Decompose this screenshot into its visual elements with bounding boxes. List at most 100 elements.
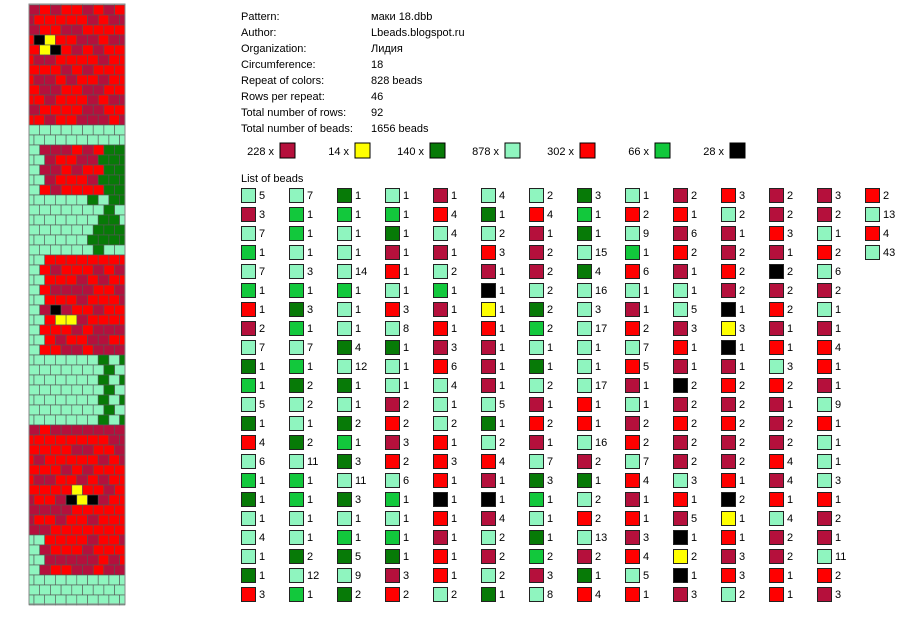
bead — [39, 584, 51, 596]
bead-count: 1 — [643, 380, 649, 392]
bead — [65, 134, 78, 146]
bead — [39, 544, 51, 556]
bead-count: 1 — [451, 551, 457, 563]
bead-swatch — [241, 549, 256, 564]
bead — [65, 214, 78, 226]
bead-count: 4 — [259, 437, 265, 449]
bead-count: 6 — [643, 266, 649, 278]
bead-count: 2 — [787, 304, 793, 316]
bead — [28, 394, 35, 406]
bead — [39, 44, 51, 56]
bead — [44, 474, 56, 486]
bead — [97, 514, 110, 526]
bead-swatch — [769, 226, 784, 241]
bead — [97, 414, 110, 426]
bead — [71, 344, 83, 356]
bead — [44, 354, 56, 366]
bead-swatch — [769, 188, 784, 203]
bead — [28, 94, 35, 106]
bead-count: 3 — [403, 437, 409, 449]
bead-count: 2 — [739, 494, 745, 506]
info-value: 92 — [371, 107, 383, 119]
bead — [76, 354, 88, 366]
bead-swatch — [241, 568, 256, 583]
bead — [71, 264, 83, 276]
info-label: Rows per repeat: — [241, 91, 325, 103]
bead — [55, 154, 67, 166]
bead — [92, 24, 105, 36]
bead-count: 1 — [403, 551, 409, 563]
bead-swatch — [385, 587, 400, 602]
bead — [55, 254, 67, 266]
bead-count: 2 — [499, 570, 505, 582]
bead-swatch — [433, 473, 448, 488]
bead — [103, 284, 115, 296]
bead — [28, 574, 35, 586]
bead-count: 1 — [403, 247, 409, 259]
info-label: Total number of rows: — [241, 107, 346, 119]
bead-swatch — [433, 568, 448, 583]
bead-count: 1 — [499, 285, 505, 297]
bead — [71, 164, 83, 176]
bead-swatch — [481, 359, 496, 374]
bead-count: 3 — [451, 342, 457, 354]
bead-count: 1 — [259, 380, 265, 392]
bead-swatch — [817, 207, 832, 222]
bead-count: 1 — [643, 190, 649, 202]
bead — [28, 184, 40, 196]
bead-swatch — [529, 283, 544, 298]
bead — [55, 14, 67, 26]
bead — [87, 274, 99, 286]
bead — [28, 164, 40, 176]
bead-swatch — [337, 397, 352, 412]
bead-swatch — [337, 511, 352, 526]
bead — [28, 214, 35, 226]
bead-count: 1 — [451, 247, 457, 259]
bead-count: 2 — [595, 494, 601, 506]
bead — [71, 124, 83, 136]
bead-count: 2 — [787, 532, 793, 544]
bead-swatch — [577, 264, 592, 279]
bead — [108, 54, 120, 66]
bead — [87, 354, 99, 366]
bead — [114, 444, 126, 456]
bead-swatch — [673, 188, 688, 203]
bead — [103, 244, 115, 256]
bead-swatch — [817, 435, 832, 450]
bead-swatch — [433, 378, 448, 393]
summary-count: 302 x — [547, 146, 574, 158]
bead-count: 2 — [547, 323, 553, 335]
bead-count: 2 — [691, 437, 697, 449]
bead — [50, 284, 62, 296]
bead — [55, 434, 67, 446]
bead-count: 2 — [547, 190, 553, 202]
bead-count: 1 — [355, 304, 361, 316]
bead — [55, 174, 67, 186]
summary-swatch — [354, 142, 371, 159]
bead-swatch — [433, 245, 448, 260]
info-value: 828 beads — [371, 75, 423, 87]
bead-count: 1 — [499, 418, 505, 430]
bead-swatch — [673, 435, 688, 450]
bead — [44, 254, 56, 266]
bead-count: 1 — [499, 304, 505, 316]
bead — [65, 194, 78, 206]
bead-count: 9 — [643, 228, 649, 240]
bead-swatch — [577, 492, 592, 507]
bead — [103, 164, 115, 176]
bead — [55, 454, 67, 466]
bead — [97, 394, 110, 406]
bead — [119, 394, 126, 406]
bead — [55, 114, 67, 126]
bead — [28, 584, 40, 596]
bead — [39, 204, 51, 216]
bead — [39, 444, 51, 456]
bead — [44, 454, 56, 466]
bead — [108, 134, 120, 146]
bead-count: 1 — [451, 285, 457, 297]
bead — [33, 394, 45, 406]
bead — [119, 574, 126, 586]
bead — [65, 434, 78, 446]
bead-count: 1 — [355, 513, 361, 525]
summary-count: 878 x — [472, 146, 499, 158]
